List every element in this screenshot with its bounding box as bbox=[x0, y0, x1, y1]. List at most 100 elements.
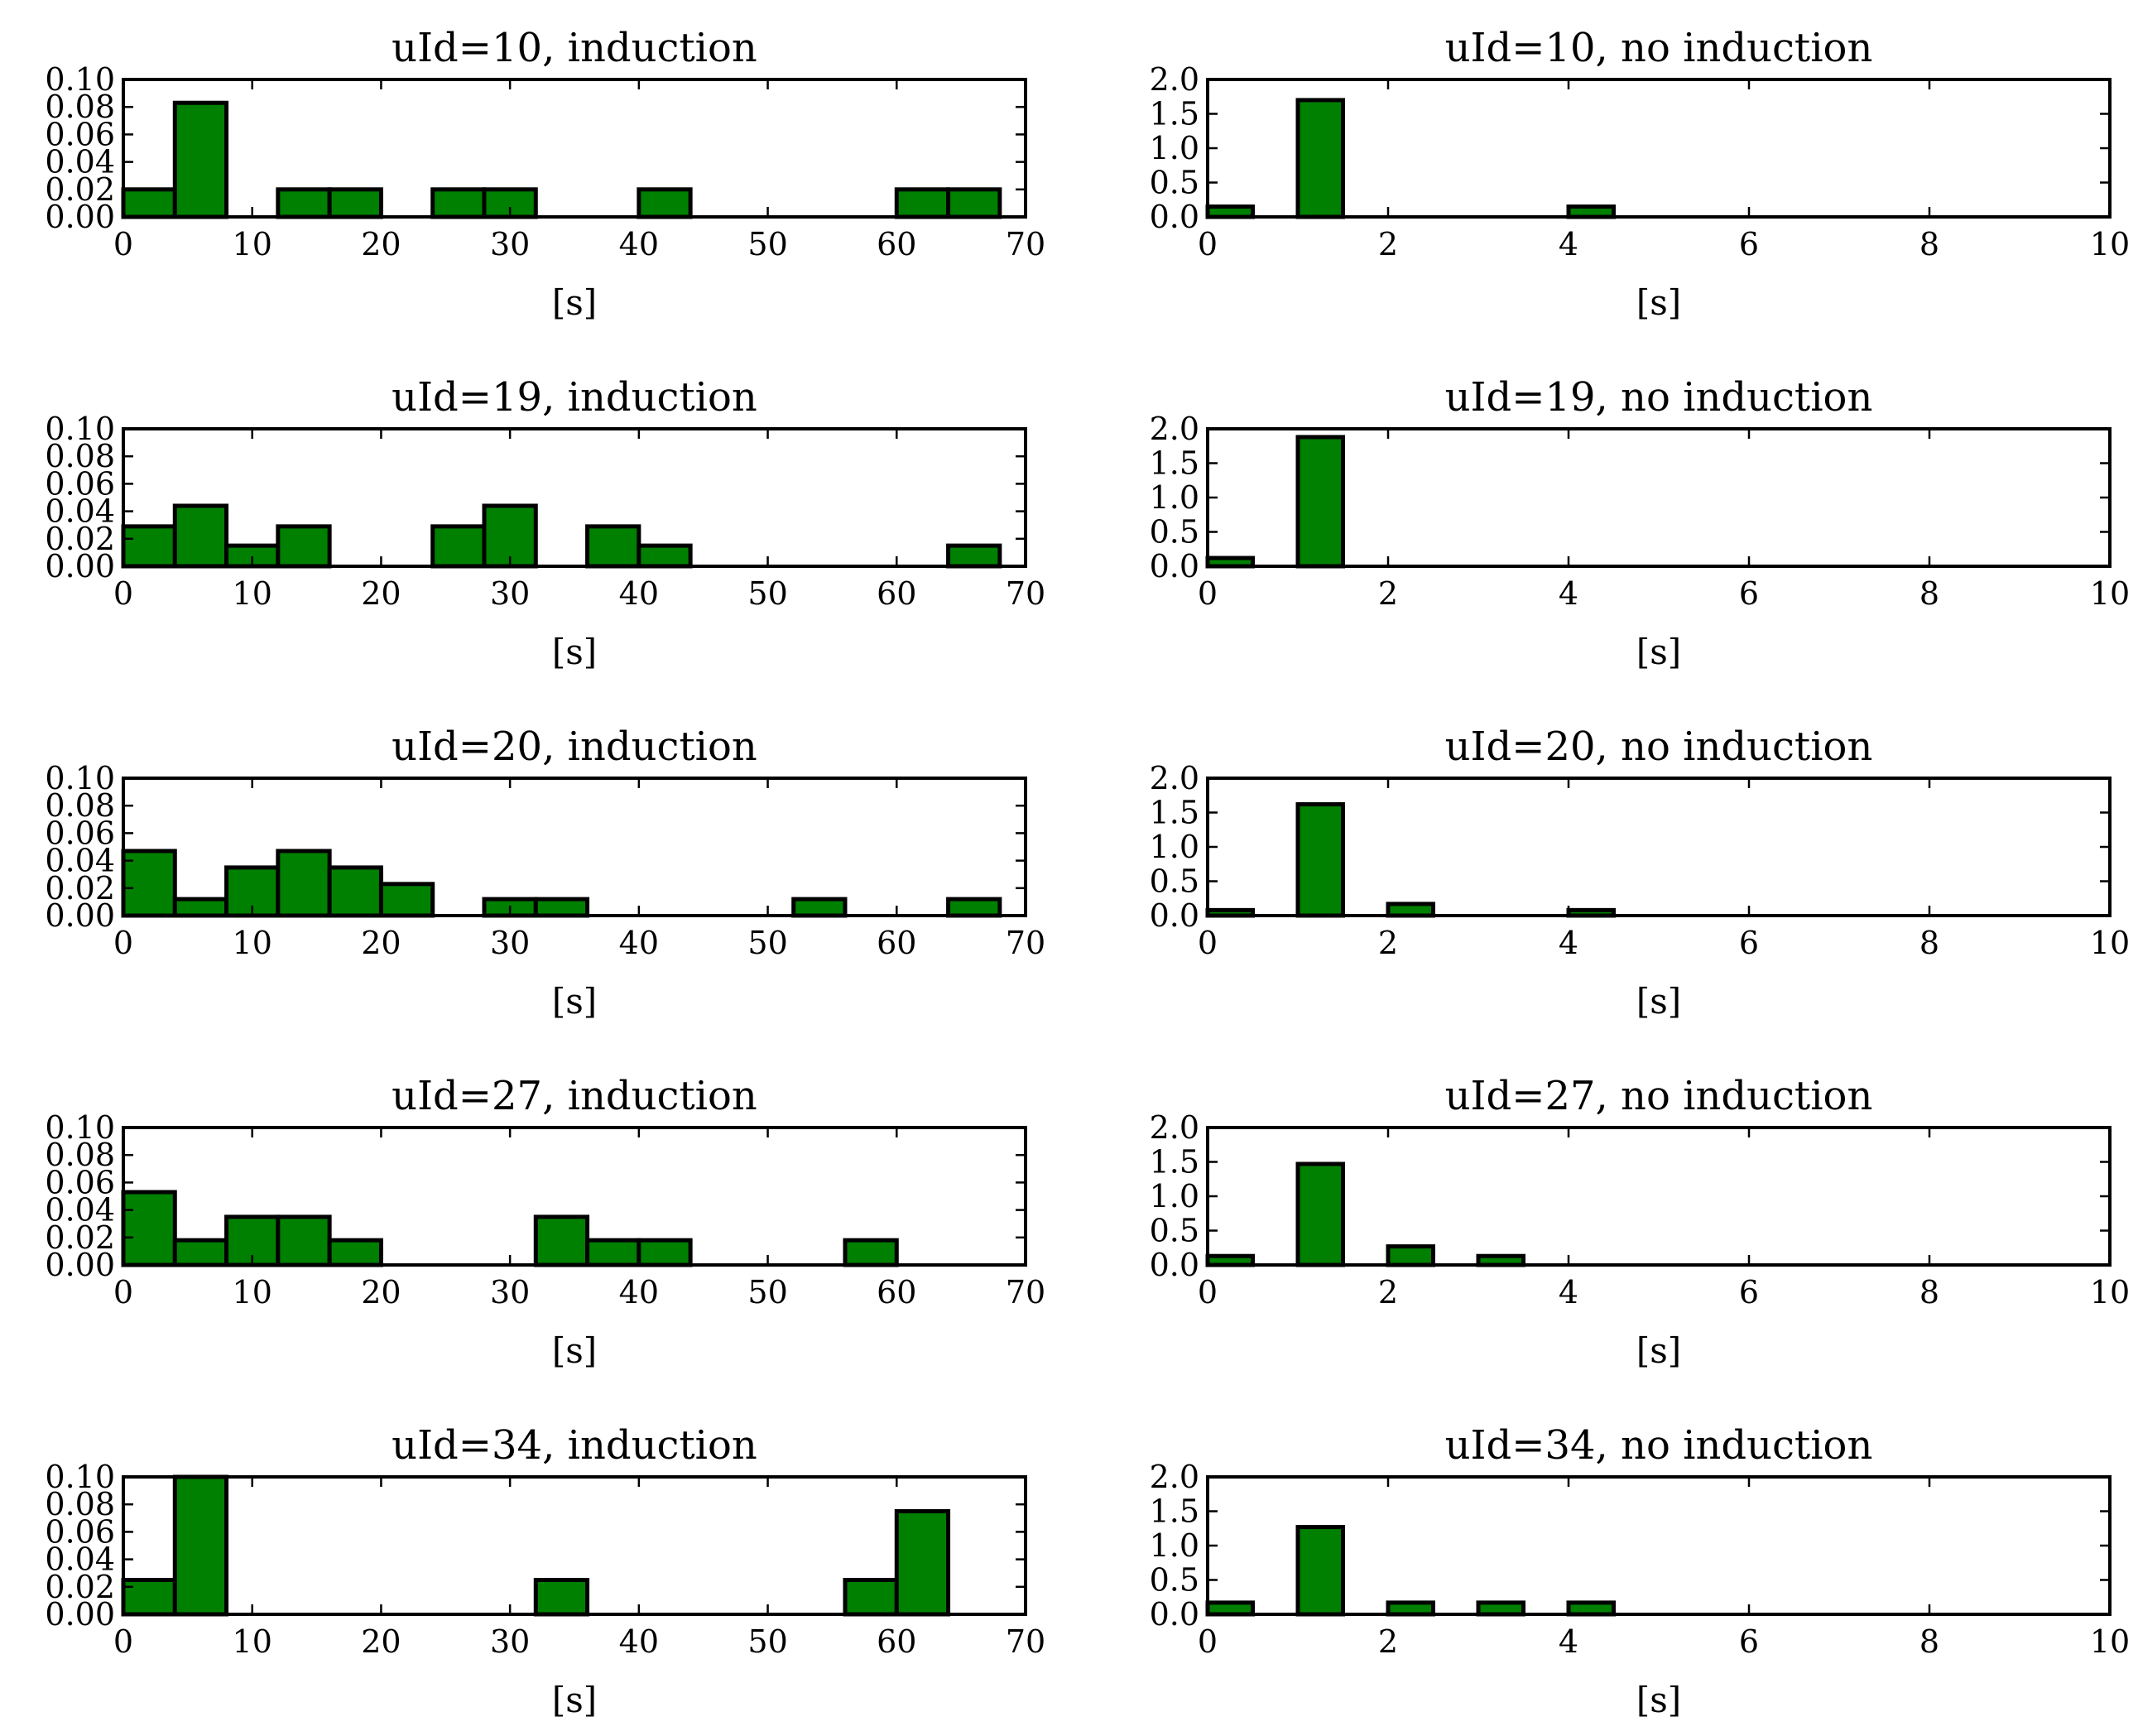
y-tick-label: 0.08 bbox=[45, 1486, 115, 1522]
histogram-bar bbox=[1295, 1161, 1345, 1267]
y-tick-label: 0.02 bbox=[45, 1569, 115, 1605]
y-tick-label: 2.0 bbox=[1150, 1459, 1199, 1495]
x-tick-label: 10 bbox=[2090, 1274, 2130, 1310]
x-tick-label: 30 bbox=[490, 226, 530, 262]
histogram-bar bbox=[1566, 1600, 1616, 1617]
y-tick-label: 0.10 bbox=[45, 760, 115, 796]
plot-frame bbox=[122, 1126, 1027, 1267]
y-tick-label: 1.0 bbox=[1150, 1178, 1199, 1214]
y-tick-label: 0.04 bbox=[45, 843, 115, 879]
y-tick-label: 0.04 bbox=[45, 144, 115, 180]
y-tick-label: 0.00 bbox=[45, 1247, 115, 1283]
x-tick-label: 8 bbox=[1919, 1274, 1939, 1310]
x-tick-label: 10 bbox=[233, 925, 272, 961]
histogram-bar bbox=[843, 1578, 899, 1617]
hist-5-right: uId=34, no induction 0 2 4 6 8 10 0.00.51.01.52… bbox=[1150, 1422, 2131, 1720]
histogram-bar bbox=[276, 524, 332, 569]
histogram-bar bbox=[533, 1214, 590, 1267]
chart-title: uId=10, no induction bbox=[1445, 25, 1873, 71]
x-axis-label: [s] bbox=[552, 282, 597, 323]
x-tick-label: 40 bbox=[619, 925, 659, 961]
chart-title: uId=34, induction bbox=[392, 1422, 757, 1469]
x-tick-label: 6 bbox=[1739, 1623, 1759, 1660]
histogram-bar bbox=[843, 1238, 899, 1267]
histogram-bar bbox=[172, 503, 229, 569]
y-tick-label: 0.08 bbox=[45, 438, 115, 474]
y-tick-label: 1.5 bbox=[1150, 1144, 1199, 1181]
chart-title: uId=10, induction bbox=[392, 25, 757, 71]
y-tick-label: 0.06 bbox=[45, 1513, 115, 1550]
y-tick-label: 0.10 bbox=[45, 1459, 115, 1495]
x-tick-label: 0 bbox=[113, 226, 133, 262]
x-tick-label: 20 bbox=[361, 226, 401, 262]
x-axis-label: [s] bbox=[1636, 1680, 1681, 1720]
y-tick-label: 0.08 bbox=[45, 787, 115, 824]
y-tick-label: 0.5 bbox=[1150, 514, 1199, 551]
x-tick-label: 20 bbox=[361, 1274, 401, 1310]
plot-frame bbox=[122, 78, 1027, 219]
x-tick-label: 70 bbox=[1006, 1623, 1045, 1660]
x-tick-label: 60 bbox=[877, 925, 916, 961]
y-tick-label: 0.10 bbox=[45, 61, 115, 98]
y-tick-label: 0.04 bbox=[45, 493, 115, 530]
histogram-bar bbox=[894, 187, 951, 219]
hist-2-right: uId=19, no induction 0 2 4 6 8 10 0.00.51.01.52… bbox=[1150, 374, 2131, 672]
y-tick-label: 1.5 bbox=[1150, 1493, 1199, 1530]
histogram-bar bbox=[121, 1190, 177, 1267]
x-tick-label: 4 bbox=[1559, 925, 1578, 961]
x-tick-label: 0 bbox=[113, 925, 133, 961]
y-tick-label: 0.00 bbox=[45, 897, 115, 934]
histogram-bar bbox=[172, 100, 229, 219]
histogram-bar bbox=[585, 524, 641, 569]
x-axis-label: [s] bbox=[1636, 632, 1681, 672]
histogram-bar bbox=[121, 524, 177, 569]
y-tick-label: 1.0 bbox=[1150, 829, 1199, 865]
chart-title: uId=20, induction bbox=[392, 724, 757, 770]
x-tick-label: 10 bbox=[233, 575, 272, 612]
y-tick-label: 0.00 bbox=[45, 1596, 115, 1633]
histogram-bar bbox=[637, 543, 693, 569]
y-tick-label: 2.0 bbox=[1150, 61, 1199, 98]
x-tick-label: 70 bbox=[1006, 1274, 1045, 1310]
x-tick-label: 70 bbox=[1006, 226, 1045, 262]
x-tick-label: 4 bbox=[1559, 1274, 1578, 1310]
x-axis-label: [s] bbox=[1636, 981, 1681, 1022]
x-tick-label: 2 bbox=[1378, 226, 1398, 262]
y-tick-label: 0.04 bbox=[45, 1541, 115, 1578]
histogram-bar bbox=[894, 1509, 951, 1617]
x-tick-label: 2 bbox=[1378, 925, 1398, 961]
x-tick-label: 50 bbox=[747, 575, 787, 612]
histogram-bar bbox=[121, 187, 177, 219]
x-tick-label: 0 bbox=[1198, 1623, 1218, 1660]
y-tick-label: 1.0 bbox=[1150, 479, 1199, 516]
y-tick-label: 0.10 bbox=[45, 1109, 115, 1146]
histogram-bar bbox=[946, 543, 1002, 569]
y-tick-label: 0.0 bbox=[1150, 548, 1199, 584]
x-tick-label: 20 bbox=[361, 575, 401, 612]
x-tick-label: 70 bbox=[1006, 575, 1045, 612]
chart-title: uId=19, induction bbox=[392, 374, 757, 421]
x-tick-label: 60 bbox=[877, 1274, 916, 1310]
histogram-bar bbox=[637, 1238, 693, 1267]
histogram-bar bbox=[378, 882, 435, 918]
histogram-bar bbox=[276, 849, 332, 918]
x-tick-label: 8 bbox=[1919, 1623, 1939, 1660]
hist-1-right: uId=10, no induction 0 2 4 6 8 10 0.00.51.01.52… bbox=[1150, 25, 2131, 323]
y-tick-label: 1.0 bbox=[1150, 130, 1199, 166]
y-tick-label: 0.02 bbox=[45, 1219, 115, 1256]
plot-frame bbox=[122, 427, 1027, 568]
x-tick-label: 0 bbox=[1198, 226, 1218, 262]
y-tick-label: 0.08 bbox=[45, 1137, 115, 1173]
y-tick-label: 0.0 bbox=[1150, 897, 1199, 934]
x-axis-label: [s] bbox=[552, 981, 597, 1022]
x-axis-label: [s] bbox=[1636, 282, 1681, 323]
y-tick-label: 2.0 bbox=[1150, 760, 1199, 796]
x-tick-label: 40 bbox=[619, 226, 659, 262]
y-tick-label: 0.04 bbox=[45, 1192, 115, 1229]
hist-2-left: uId=19, induction 0 10 20 30 40 50 60 70 0.000.02… bbox=[45, 374, 1045, 672]
hist-3-right: uId=20, no induction 0 2 4 6 8 10 0.00.51.01.52… bbox=[1150, 724, 2131, 1022]
histogram-bar bbox=[1386, 902, 1435, 918]
histogram-bar bbox=[327, 1238, 383, 1267]
histogram-bar bbox=[430, 524, 487, 569]
hist-4-right: uId=27, no induction 0 2 4 6 8 10 0.00.51.01.52… bbox=[1150, 1073, 2131, 1371]
